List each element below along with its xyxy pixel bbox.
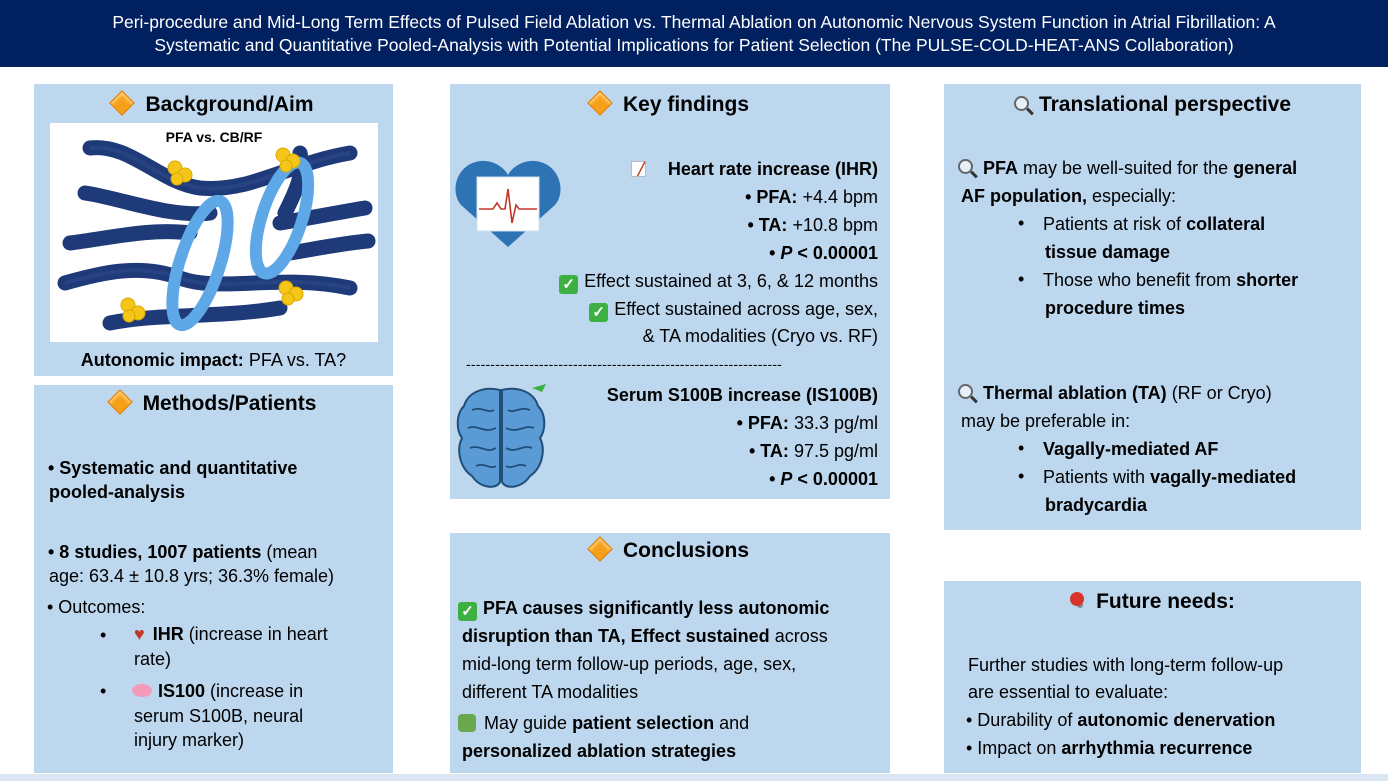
bullet: • (1018, 466, 1025, 486)
brain-icon (132, 684, 152, 697)
sustained-subgroups-cont: & TA modalities (Cryo vs. RF) (642, 326, 878, 346)
methods-item-2-cont: age: 63.4 ± 10.8 yrs; 36.3% female) (49, 566, 335, 586)
conclusion-1-cont-2: mid-long term follow-up periods, age, se… (462, 654, 797, 674)
outcome-is100-cont-2: injury marker) (134, 730, 245, 750)
s100-pfa: • PFA: 33.3 pg/ml (736, 413, 878, 433)
bullet: • (1018, 213, 1025, 233)
methods-item-2: • 8 studies, 1007 patients (mean (48, 542, 318, 562)
ta-preference-cont: may be preferable in: (961, 411, 1131, 431)
future-line-1: Further studies with long-term follow-up (968, 655, 1284, 675)
s100-p-value: • P < 0.00001 (769, 469, 878, 489)
pfa-bullet-2: Those who benefit from shorter (1043, 270, 1299, 290)
pfa-bullet-1: Patients at risk of collateral (1043, 214, 1266, 234)
translational-heading: Translational perspective (944, 93, 1361, 117)
ablation-illustration: PFA vs. CB/RF (50, 123, 378, 342)
methods-panel: Methods/Patients • Systematic and quanti… (34, 385, 393, 773)
bullet: • (100, 681, 107, 701)
ihr-title: ╱ Heart rate increase (IHR) (630, 157, 878, 181)
pushpin-icon (1070, 592, 1085, 606)
outcome-ihr-cont: rate) (134, 649, 172, 669)
methods-heading: Methods/Patients (34, 389, 393, 416)
translational-panel: Translational perspective PFA may be wel… (944, 84, 1361, 530)
magnifier-icon (1013, 96, 1029, 111)
puzzle-icon (458, 714, 476, 732)
future-panel: Future needs: Further studies with long-… (944, 581, 1361, 773)
pfa-suitability-cont: AF population, especially: (961, 186, 1177, 206)
diamond-icon (587, 90, 613, 117)
pfa-bullet-2-cont: procedure times (1045, 298, 1186, 318)
magnifier-icon (958, 159, 973, 174)
brain-icon (456, 384, 546, 488)
section-divider: ----------------------------------------… (466, 356, 783, 372)
future-heading: Future needs: (944, 590, 1361, 614)
footer-strip (0, 774, 1388, 781)
check-icon: ✓ (589, 303, 609, 322)
conclusion-2: May guide patient selection and (458, 711, 749, 735)
outcome-ihr: ♥ IHR (increase in heart (134, 624, 328, 644)
autonomic-impact-question: Autonomic impact: PFA vs. TA? (80, 350, 347, 370)
sustained-subgroups: ✓ Effect sustained across age, sex, (589, 297, 878, 322)
heart-icon: ♥ (134, 624, 145, 644)
title-banner: Peri-procedure and Mid-Long Term Effects… (0, 0, 1388, 67)
findings-heading: Key findings (450, 90, 890, 117)
conclusions-panel: Conclusions ✓ PFA causes significantly le… (450, 533, 890, 773)
conclusion-1-cont: disruption than TA, Effect sustained acr… (462, 626, 828, 646)
background-heading: Background/Aim (34, 90, 393, 117)
ta-bullet-2: Patients with vagally-mediated (1043, 467, 1297, 487)
outcome-is100-cont: serum S100B, neural (134, 706, 304, 726)
bullet: • (1018, 269, 1025, 289)
title-line-2: Systematic and Quantitative Pooled-Analy… (154, 34, 1234, 55)
magnifier-icon (958, 384, 973, 399)
sustained-months: ✓ Effect sustained at 3, 6, & 12 months (559, 269, 878, 294)
diamond-icon (109, 90, 136, 117)
illustration-label: PFA vs. CB/RF (165, 129, 263, 145)
ta-bullet-1: Vagally-mediated AF (1043, 439, 1219, 459)
ihr-ta: • TA: +10.8 bpm (747, 215, 878, 235)
diamond-icon (106, 389, 133, 416)
vein-ablation-drawing (57, 140, 376, 332)
conclusion-1-cont-3: different TA modalities (462, 682, 639, 702)
findings-panel: Key findings ╱ Heart rate increase (IHR) … (450, 84, 890, 499)
methods-item-1-cont: pooled-analysis (49, 482, 186, 502)
conclusion-2-cont: personalized ablation strategies (462, 741, 737, 761)
conclusions-heading: Conclusions (450, 536, 890, 563)
bullet: • (100, 625, 107, 645)
check-icon: ✓ (458, 602, 477, 621)
ta-bullet-2-cont: bradycardia (1045, 495, 1148, 515)
ihr-p-value: • P < 0.00001 (769, 243, 878, 263)
future-bullet-1: • Durability of autonomic denervation (966, 710, 1276, 730)
future-line-2: are essential to evaluate: (968, 682, 1169, 702)
pfa-suitability: PFA may be well-suited for the general (958, 156, 1297, 180)
methods-item-1: • Systematic and quantitative (48, 458, 298, 478)
conclusion-1: ✓ PFA causes significantly less autonomic (458, 596, 829, 621)
title-line-1: Peri-procedure and Mid-Long Term Effects… (112, 11, 1276, 32)
s100-title: Serum S100B increase (IS100B) (606, 385, 878, 405)
pfa-bullet-1-cont: tissue damage (1045, 242, 1171, 262)
chart-up-icon: ╱ (630, 161, 646, 177)
ihr-pfa: • PFA: +4.4 bpm (745, 187, 878, 207)
bullet: • (1018, 438, 1025, 458)
heart-ecg-icon (455, 160, 561, 247)
outcomes-label: • Outcomes: (47, 597, 146, 617)
diamond-icon (587, 536, 613, 563)
s100-ta: • TA: 97.5 pg/ml (748, 441, 878, 461)
check-icon: ✓ (559, 275, 579, 294)
background-panel: Background/Aim PFA vs. CB/RF (34, 84, 393, 376)
ta-preference: Thermal ablation (TA) (RF or Cryo) (958, 381, 1272, 405)
future-bullet-2: • Impact on arrhythmia recurrence (966, 738, 1253, 758)
outcome-is100: IS100 (increase in (132, 679, 303, 703)
